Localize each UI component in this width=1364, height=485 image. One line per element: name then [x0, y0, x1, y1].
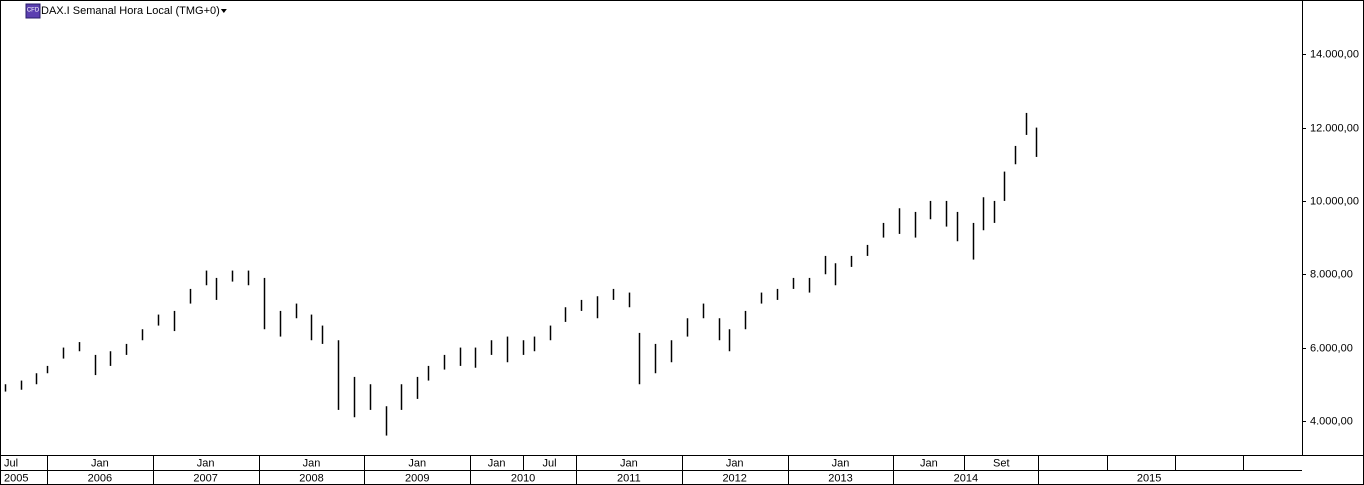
y-tick-label: 14.000,00	[1310, 48, 1359, 60]
x-tick-label: 2015	[1137, 472, 1161, 484]
x-tick-label: 2014	[954, 472, 978, 484]
symbol-icon[interactable]: CFD	[25, 3, 41, 19]
x-tick-label: Jan	[620, 457, 638, 469]
y-tick-label: 10.000,00	[1310, 195, 1359, 207]
x-tick-label: Jan	[91, 457, 109, 469]
x-tick-label: 2007	[193, 472, 217, 484]
y-tick-label: 4.000,00	[1310, 415, 1353, 427]
x-tick-label: 2012	[722, 472, 746, 484]
x-tick-label: 2008	[299, 472, 323, 484]
x-tick-label: 2010	[511, 472, 535, 484]
icon-label: CFD	[27, 8, 40, 14]
chart-title[interactable]: DAX.I Semanal Hora Local (TMG+0)	[41, 5, 220, 17]
x-tick-label: Set	[993, 457, 1010, 469]
x-tick-label: Jan	[920, 457, 938, 469]
y-tick-label: 6.000,00	[1310, 342, 1353, 354]
y-tick-label: 12.000,00	[1310, 122, 1359, 134]
y-tick-label: 8.000,00	[1310, 268, 1353, 280]
x-tick-label: Jan	[408, 457, 426, 469]
dropdown-arrow[interactable]	[220, 9, 227, 13]
x-tick-label: Jul	[543, 457, 557, 469]
x-tick-label: 2013	[828, 472, 852, 484]
x-tick-label: Jan	[832, 457, 850, 469]
x-tick-label: 2011	[617, 472, 641, 484]
x-tick-label: Jan	[488, 457, 506, 469]
x-tick-label: 2005	[4, 472, 28, 484]
x-tick-label: Jan	[726, 457, 744, 469]
icon-box	[25, 3, 41, 19]
x-tick-label: 2009	[405, 472, 429, 484]
x-tick-label: Jan	[303, 457, 321, 469]
x-tick-label: Jul	[4, 457, 18, 469]
x-tick-label: Jan	[197, 457, 215, 469]
x-tick-label: 2006	[88, 472, 112, 484]
